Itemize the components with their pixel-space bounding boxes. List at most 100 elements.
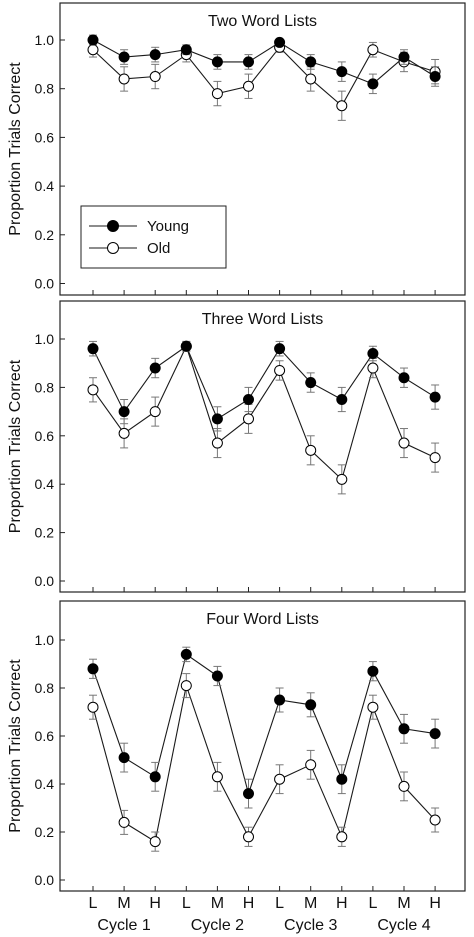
y-tick-label: 0.6	[35, 428, 55, 444]
data-point	[367, 44, 379, 56]
y-axis-label: Proportion Trials Correct	[7, 359, 24, 533]
data-point	[305, 444, 317, 456]
y-tick-label: 0.4	[35, 178, 55, 194]
data-point	[274, 343, 286, 355]
series-young	[87, 34, 441, 95]
y-tick-label: 0.0	[35, 276, 55, 292]
cycle-label: Cycle 1	[97, 917, 150, 934]
data-point	[243, 788, 254, 800]
data-point	[87, 34, 99, 46]
data-point	[211, 56, 223, 68]
data-point	[149, 362, 161, 374]
data-point	[149, 771, 161, 783]
data-point	[149, 836, 161, 848]
x-tick-label: M	[117, 895, 130, 912]
panel-title: Two Word Lists	[208, 13, 317, 30]
data-point	[243, 80, 254, 92]
data-point	[274, 364, 286, 376]
series-line	[92, 46, 436, 107]
data-point	[305, 699, 317, 711]
data-point	[367, 348, 379, 360]
data-point	[336, 66, 348, 78]
data-point	[243, 413, 254, 425]
data-point	[398, 723, 410, 735]
plot-frame	[59, 600, 466, 892]
x-tick-label: M	[211, 895, 224, 912]
x-tick-label: L	[368, 895, 377, 912]
y-axis-label: Proportion Trials Correct	[7, 62, 24, 236]
data-point	[118, 51, 130, 63]
y-tick-label: 0.2	[35, 824, 55, 840]
legend-marker	[107, 220, 119, 232]
data-point	[87, 384, 99, 396]
series-line	[92, 683, 436, 843]
data-point	[336, 100, 348, 112]
data-point	[274, 694, 286, 706]
x-tick-label: L	[89, 895, 98, 912]
data-point	[118, 406, 130, 418]
data-point	[336, 831, 348, 843]
y-tick-label: 0.4	[35, 776, 55, 792]
series-young	[87, 646, 441, 809]
data-point	[149, 406, 161, 418]
data-point	[243, 394, 254, 405]
data-point	[398, 780, 410, 792]
chart-panel-1: 0.0 0.2 0.4 0.6 0.8 1.0 Two Word Lists Proporti…	[7, 2, 466, 296]
data-point	[336, 394, 348, 405]
legend: Young Old	[80, 205, 227, 269]
chart-panel-2: 0.0 0.2 0.4 0.6 0.8 1.0 Three Word Lists Propor…	[7, 300, 466, 593]
x-tick-label: L	[275, 895, 284, 912]
y-tick-label: 0.6	[35, 728, 55, 744]
y-tick-label: 0.4	[35, 476, 55, 492]
data-point	[398, 51, 410, 63]
series-old	[87, 41, 441, 121]
series-line	[92, 653, 436, 796]
data-point	[367, 701, 379, 713]
data-point	[398, 372, 410, 384]
y-tick-label: 0.8	[35, 680, 55, 696]
y-tick-label: 0.8	[35, 81, 55, 97]
series-old	[87, 673, 441, 852]
x-tick-label: M	[304, 895, 317, 912]
x-tick-label: H	[243, 895, 255, 912]
data-point	[243, 56, 254, 68]
data-point	[305, 759, 317, 771]
data-point	[118, 816, 130, 828]
data-point	[149, 71, 161, 83]
data-point	[87, 701, 99, 713]
data-point	[180, 648, 192, 660]
data-point	[429, 814, 441, 826]
series-line	[92, 344, 436, 481]
legend-label: Young	[147, 218, 189, 235]
x-tick-label: L	[182, 895, 191, 912]
data-point	[305, 56, 317, 68]
data-point	[180, 44, 192, 56]
y-tick-label: 0.0	[35, 573, 55, 589]
series-young	[87, 340, 441, 432]
data-point	[211, 88, 223, 100]
x-axis: L M H L M H L M H L M H Cycle 1 Cycle 2 Cycle 3 Cycle 4	[89, 895, 441, 934]
data-point	[118, 752, 130, 764]
data-point	[118, 427, 130, 439]
y-tick-label: 1.0	[35, 331, 55, 347]
data-point	[211, 437, 223, 449]
data-point	[429, 391, 441, 403]
plot-frame	[59, 300, 466, 593]
y-tick-label: 1.0	[35, 632, 55, 648]
y-tick-label: 0.8	[35, 379, 55, 395]
data-point	[305, 73, 317, 85]
x-tick-label: H	[336, 895, 348, 912]
plot-frame	[59, 2, 466, 296]
y-tick-label: 0.6	[35, 129, 55, 145]
cycle-label: Cycle 2	[191, 917, 244, 934]
data-point	[305, 377, 317, 389]
data-point	[87, 663, 99, 675]
panels: 0.0 0.2 0.4 0.6 0.8 1.0 Two Word Lists Proporti…	[7, 2, 466, 892]
y-axis-label: Proportion Trials Correct	[7, 659, 24, 833]
chart-panel-3: 0.0 0.2 0.4 0.6 0.8 1.0 Four Word Lists Proport…	[7, 600, 466, 892]
y-tick-label: 0.2	[35, 227, 55, 243]
data-point	[429, 728, 441, 740]
y-tick-label: 0.2	[35, 525, 55, 541]
data-point	[367, 665, 379, 677]
data-point	[243, 831, 254, 843]
